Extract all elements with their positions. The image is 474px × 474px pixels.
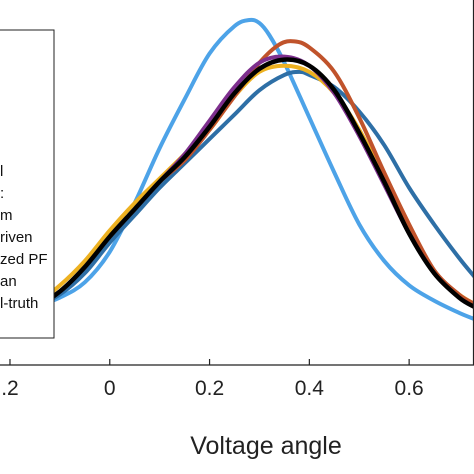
legend-entry: zed PF [0, 251, 48, 268]
legend-entry: : [0, 185, 4, 202]
x-tick-label: 0.2 [195, 377, 224, 400]
x-tick-label: 0.4 [295, 377, 325, 400]
legend: l: m riven zed PF an l-truth [0, 29, 55, 339]
axes [0, 0, 474, 366]
x-tick-label: 0.6 [395, 377, 424, 400]
legend-entry: l [0, 163, 3, 180]
series-line-6 [0, 57, 474, 319]
x-axis-label: Voltage angle [190, 432, 342, 460]
series-line-2 [0, 69, 474, 321]
x-tick-label: 0 [104, 377, 116, 400]
legend-box [0, 29, 55, 339]
series-layer [0, 17, 474, 321]
legend-entry: an [0, 273, 17, 290]
legend-items: l: m riven zed PF an l-truth [0, 163, 48, 312]
series-line-3 [0, 63, 474, 315]
legend-entry: riven [0, 229, 33, 246]
x-tick-label: .2 [1, 377, 19, 400]
x-ticks: .2 0 0.2 0.4 0.6 [1, 359, 424, 400]
legend-entry: m [0, 207, 13, 224]
series-line-1 [0, 17, 474, 321]
legend-entry: l-truth [0, 295, 38, 312]
